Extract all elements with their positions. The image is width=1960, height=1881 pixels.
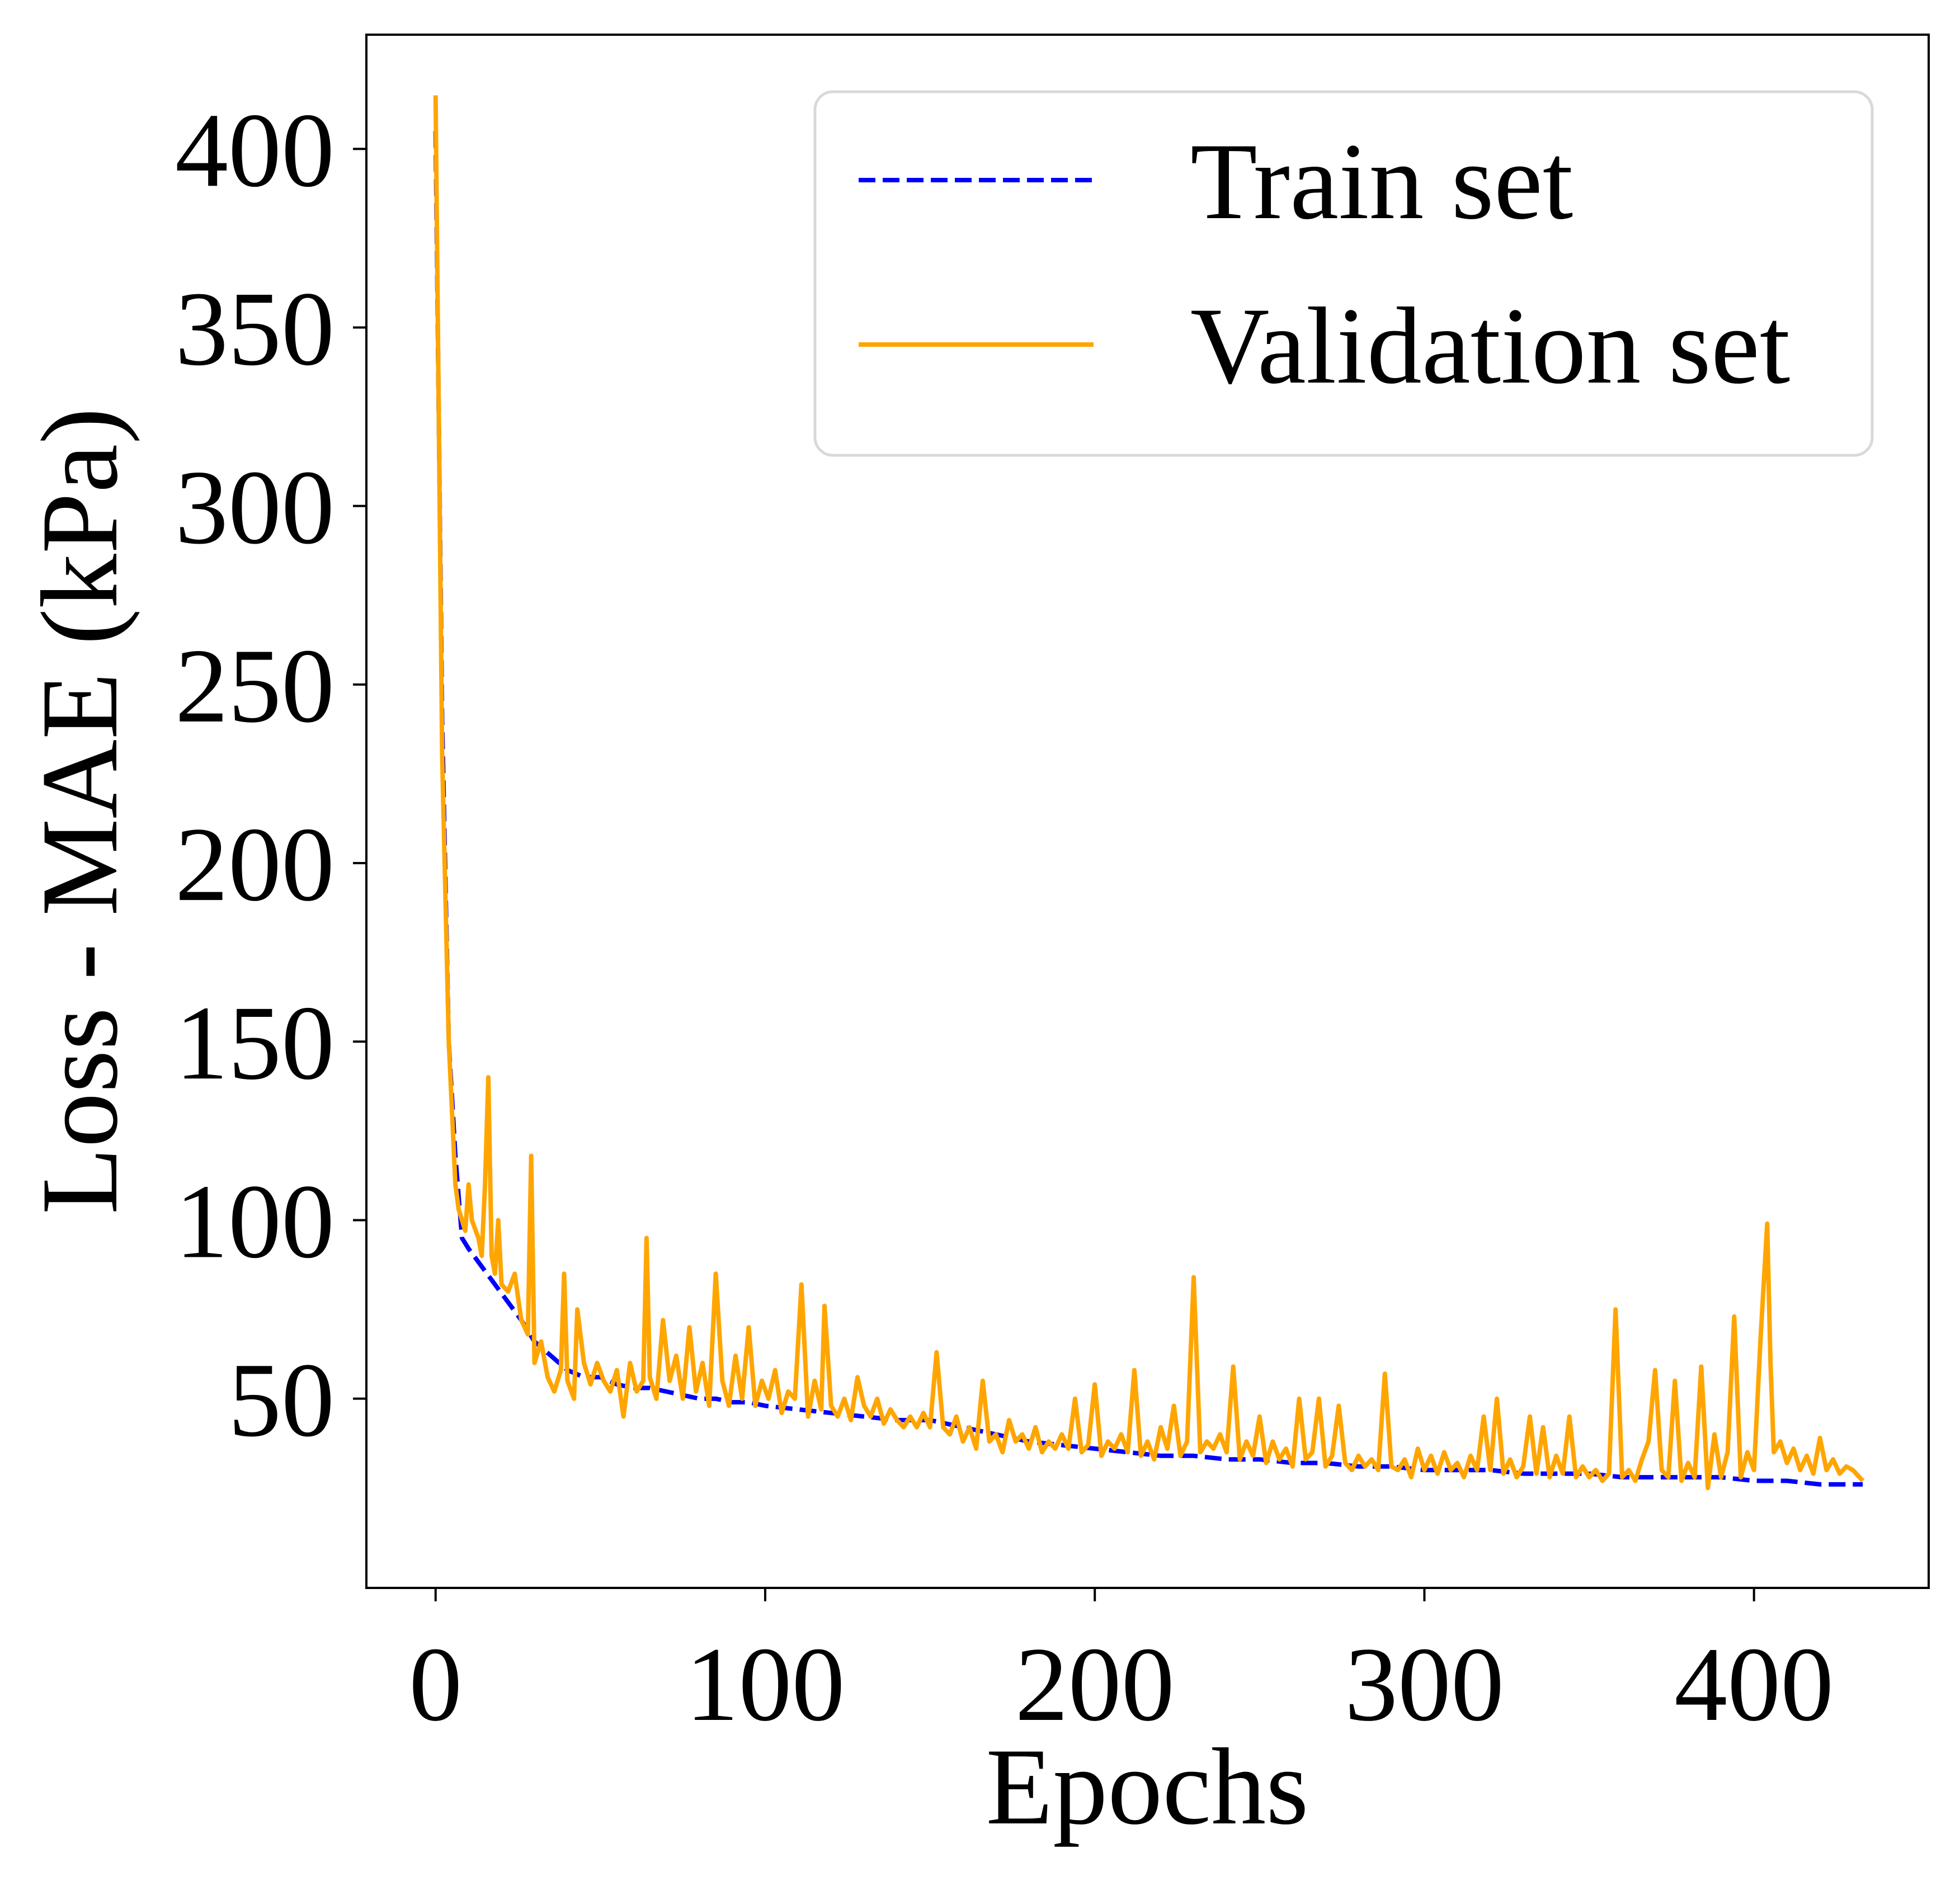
y-tick-label: 350 bbox=[175, 270, 334, 388]
x-tick-label: 400 bbox=[1674, 1626, 1834, 1743]
y-tick-label: 50 bbox=[228, 1342, 334, 1459]
x-tick-label: 100 bbox=[685, 1626, 845, 1743]
x-tick-label: 300 bbox=[1345, 1626, 1504, 1743]
y-tick-label: 150 bbox=[175, 984, 334, 1102]
y-axis-ticks: 50 100 150 200 250 300 350 400 bbox=[175, 92, 366, 1459]
legend-label-train: Train set bbox=[1190, 121, 1573, 242]
legend: Train set Validation set bbox=[813, 90, 1874, 457]
plot-frame bbox=[365, 34, 1930, 1589]
y-axis-label: Loss - MAE (kPa) bbox=[19, 408, 140, 1215]
legend-frame bbox=[813, 90, 1874, 457]
y-tick-label: 200 bbox=[175, 806, 334, 923]
y-tick-label: 400 bbox=[175, 92, 334, 209]
legend-label-validation: Validation set bbox=[1190, 285, 1790, 407]
series-lines bbox=[433, 95, 1865, 1491]
x-axis-label: Epochs bbox=[986, 1726, 1309, 1847]
y-tick-label: 250 bbox=[175, 628, 334, 745]
y-tick-label: 300 bbox=[175, 449, 334, 567]
y-tick-label: 100 bbox=[175, 1163, 334, 1280]
x-tick-label: 0 bbox=[409, 1626, 462, 1743]
series-line-validation bbox=[433, 95, 1865, 1491]
x-tick-label: 200 bbox=[1015, 1626, 1175, 1743]
x-axis-ticks: 0 100 200 300 400 bbox=[409, 1588, 1834, 1743]
